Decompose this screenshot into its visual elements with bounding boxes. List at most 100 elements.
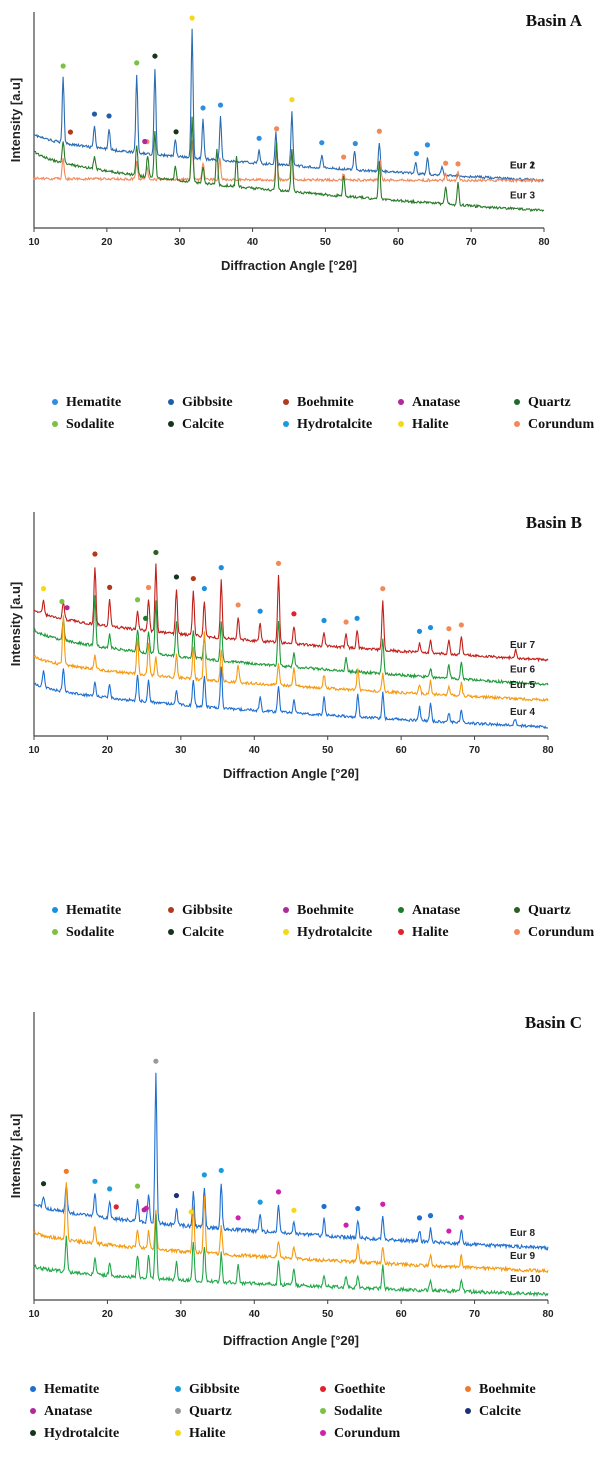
series-line-eur-8 bbox=[33, 1072, 549, 1251]
x-axis-label: Diffraction Angle [°2θ] bbox=[223, 766, 359, 781]
phase-marker bbox=[458, 622, 464, 628]
phase-marker bbox=[107, 584, 113, 590]
phase-marker bbox=[341, 154, 347, 160]
legend-item-halite: Halite bbox=[175, 1426, 226, 1442]
phase-marker bbox=[59, 598, 65, 605]
phase-marker bbox=[106, 113, 112, 119]
legend-dot-icon bbox=[398, 398, 404, 405]
legend-dot-icon bbox=[320, 1385, 326, 1392]
x-tick-label: 70 bbox=[469, 1309, 481, 1320]
chart-title: Basin A bbox=[526, 11, 583, 30]
phase-marker bbox=[64, 605, 70, 611]
legend-dot-icon bbox=[398, 420, 404, 427]
legend-label: Anatase bbox=[412, 395, 461, 410]
series-label: Eur 1 bbox=[510, 160, 535, 171]
phase-marker bbox=[458, 1214, 464, 1220]
phase-marker bbox=[355, 1205, 361, 1212]
x-tick-label: 50 bbox=[322, 1309, 334, 1320]
phase-marker bbox=[321, 617, 327, 624]
phase-marker bbox=[446, 1228, 452, 1234]
y-axis-label: Intensity [a.u] bbox=[8, 582, 23, 667]
legend-item-hydrotalcite: Hydrotalcite bbox=[283, 417, 372, 433]
legend-item-gibbsite: Gibbsite bbox=[168, 903, 233, 919]
series-label: Eur 2 bbox=[510, 160, 535, 171]
legend-dot-icon bbox=[168, 906, 174, 913]
legend-item-boehmite: Boehmite bbox=[283, 395, 354, 411]
x-tick-label: 70 bbox=[466, 237, 478, 248]
legend-dot-icon bbox=[30, 1385, 36, 1392]
phase-marker bbox=[291, 1207, 297, 1213]
legend-item-calcite: Calcite bbox=[168, 417, 224, 433]
legend-dot-icon bbox=[283, 420, 289, 427]
phase-marker bbox=[291, 611, 297, 617]
legend-label: Hydrotalcite bbox=[297, 417, 373, 432]
legend-item-hydrotalcite: Hydrotalcite bbox=[30, 1426, 119, 1442]
legend-item-corundum: Corundum bbox=[514, 417, 594, 433]
phase-marker bbox=[319, 140, 325, 146]
x-axis-label: Diffraction Angle [°2θ] bbox=[221, 258, 357, 273]
legend-label: Gibbsite bbox=[182, 395, 233, 410]
phase-marker bbox=[257, 1199, 263, 1205]
phase-marker bbox=[443, 160, 449, 166]
basin-c-legend: Hematite Gibbsite Goethite Boehmite Anatase Q… bbox=[0, 1382, 595, 1472]
legend-dot-icon bbox=[398, 928, 404, 935]
legend-label: Halite bbox=[189, 1426, 226, 1441]
legend-item-quartz: Quartz bbox=[514, 903, 571, 919]
x-tick-label: 10 bbox=[28, 237, 40, 248]
legend-label: Corundum bbox=[334, 1426, 401, 1441]
phase-marker bbox=[376, 128, 382, 134]
phase-marker bbox=[40, 1181, 47, 1187]
phase-marker bbox=[143, 615, 149, 621]
legend-dot-icon bbox=[465, 1385, 471, 1392]
basin-b-legend: Hematite Gibbsite Boehmite Anatase Quartz Sod… bbox=[0, 903, 595, 963]
phase-marker bbox=[91, 111, 98, 117]
phase-marker bbox=[274, 126, 280, 132]
x-tick-label: 50 bbox=[322, 745, 334, 756]
x-tick-label: 80 bbox=[542, 1309, 554, 1320]
phase-marker bbox=[343, 1222, 349, 1228]
legend-item-hydrotalcite: Hydrotalcite bbox=[283, 925, 372, 941]
legend-label: Calcite bbox=[182, 925, 224, 940]
phase-marker bbox=[257, 608, 263, 614]
legend-dot-icon bbox=[320, 1407, 326, 1414]
legend-dot-icon bbox=[52, 928, 58, 935]
legend-item-anatase: Anatase bbox=[398, 395, 460, 411]
legend-item-hematite: Hematite bbox=[52, 903, 121, 919]
phase-marker bbox=[188, 1209, 194, 1215]
legend-dot-icon bbox=[175, 1385, 181, 1392]
legend-dot-icon bbox=[514, 928, 520, 935]
x-tick-label: 40 bbox=[247, 237, 259, 248]
series-line-eur-6 bbox=[33, 595, 549, 687]
phase-marker bbox=[446, 626, 452, 632]
legend-item-hematite: Hematite bbox=[52, 395, 121, 411]
legend-item-quartz: Quartz bbox=[514, 395, 571, 411]
x-tick-label: 30 bbox=[175, 745, 187, 756]
phase-marker bbox=[321, 1203, 327, 1210]
legend-label: Corundum bbox=[528, 925, 595, 940]
legend-item-anatase: Anatase bbox=[398, 903, 460, 919]
phase-marker bbox=[275, 1189, 282, 1195]
basin-a-legend: Hematite Gibbsite Boehmite Anatase Quartz Sod… bbox=[0, 395, 595, 455]
legend-label: Sodalite bbox=[66, 925, 115, 940]
legend-item-sodalite: Sodalite bbox=[52, 925, 114, 941]
phase-marker bbox=[152, 53, 158, 59]
series-label: Eur 8 bbox=[510, 1228, 535, 1239]
x-tick-label: 10 bbox=[28, 745, 40, 756]
basin-b-panel: 10 20 30 40 50 60 70 80 Diffraction Angle [°2θ] I… bbox=[0, 500, 595, 800]
chart-title: Basin C bbox=[525, 1013, 582, 1032]
legend-dot-icon bbox=[30, 1407, 36, 1414]
phase-marker bbox=[145, 584, 152, 591]
phase-marker bbox=[142, 138, 148, 145]
legend-label: Goethite bbox=[334, 1382, 386, 1397]
phase-marker bbox=[200, 105, 206, 111]
legend-label: Gibbsite bbox=[189, 1382, 240, 1397]
basin-a-chart: 10 20 30 40 50 60 70 80 Diffraction Angle [°2θ] I… bbox=[8, 11, 583, 273]
phase-marker bbox=[413, 150, 420, 157]
basin-b-chart: 10 20 30 40 50 60 70 80 Diffraction Angle [°2θ] I… bbox=[8, 512, 582, 781]
phase-marker bbox=[92, 1178, 98, 1184]
phase-marker bbox=[380, 586, 386, 592]
phase-marker bbox=[427, 1213, 434, 1219]
legend-item-gibbsite: Gibbsite bbox=[168, 395, 233, 411]
phase-marker bbox=[275, 560, 282, 566]
legend-dot-icon bbox=[168, 398, 174, 405]
